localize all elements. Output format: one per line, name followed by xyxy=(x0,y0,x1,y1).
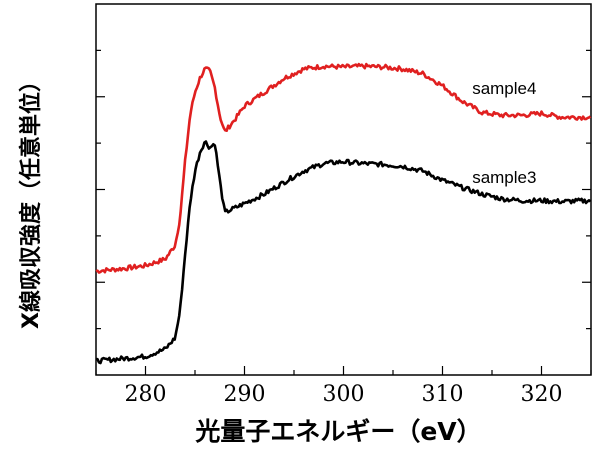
series-labels: sample4 sample3 xyxy=(472,79,536,187)
y-axis-ticks xyxy=(96,49,591,330)
series-line-sample4 xyxy=(95,62,592,274)
x-axis-title: 光量子エネルギー（eV） xyxy=(194,417,481,446)
y-axis-title: X線吸収強度（任意単位） xyxy=(18,70,44,329)
plot-area: 280 290 300 310 320 sample4 sample3 xyxy=(95,3,592,407)
plot-frame xyxy=(95,3,592,376)
x-axis-ticks: 280 290 300 310 320 xyxy=(95,366,592,407)
series-layer xyxy=(95,62,592,365)
series-label-sample4: sample4 xyxy=(472,79,536,98)
x-tick-label-280: 280 xyxy=(125,382,167,407)
x-tick-label-300: 300 xyxy=(323,382,365,407)
series-line-sample3 xyxy=(95,140,592,365)
x-tick-label-320: 320 xyxy=(521,382,563,407)
x-tick-label-290: 290 xyxy=(224,382,266,407)
x-tick-label-310: 310 xyxy=(422,382,464,407)
series-label-sample3: sample3 xyxy=(472,168,536,187)
